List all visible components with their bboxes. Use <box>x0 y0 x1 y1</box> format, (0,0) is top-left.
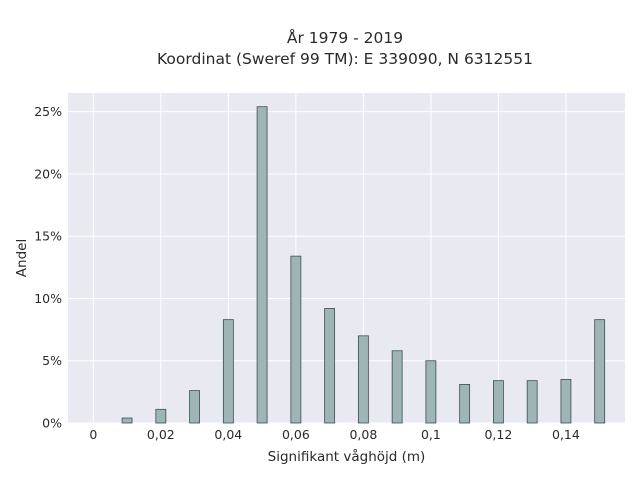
bar <box>290 255 302 424</box>
bar <box>256 106 268 424</box>
x-tick-label: 0 <box>89 427 97 442</box>
bar <box>222 319 234 424</box>
bar <box>425 360 437 424</box>
bar <box>526 380 538 424</box>
bar <box>155 408 167 424</box>
bar <box>391 350 403 424</box>
bar <box>459 383 471 424</box>
y-tick-label: 25% <box>34 104 62 119</box>
y-axis-label: Andel <box>14 239 30 277</box>
plot-area <box>68 93 625 423</box>
x-tick-labels: 0 0,02 0,04 0,06 0,08 0,1 0,12 0,14 <box>89 427 580 442</box>
x-tick-label: 0,1 <box>421 427 441 442</box>
y-tick-label: 5% <box>42 353 62 368</box>
bar <box>560 379 572 424</box>
x-tick-label: 0,08 <box>349 427 377 442</box>
y-tick-label: 0% <box>42 416 62 431</box>
chart-subtitle: Koordinat (Sweref 99 TM): E 339090, N 63… <box>157 50 533 68</box>
x-tick-label: 0,06 <box>282 427 310 442</box>
bar <box>493 380 504 424</box>
bar <box>357 335 369 424</box>
x-tick-label: 0,14 <box>552 427 580 442</box>
y-tick-label: 20% <box>34 166 62 181</box>
bars <box>121 106 606 424</box>
y-tick-label: 15% <box>34 229 62 244</box>
x-axis-label: Signifikant våghöjd (m) <box>268 448 426 465</box>
bar <box>594 319 606 424</box>
bar <box>324 308 336 424</box>
chart-title: År 1979 - 2019 <box>286 29 404 47</box>
y-tick-label: 10% <box>34 291 62 306</box>
chart-title-block: År 1979 - 2019 Koordinat (Sweref 99 TM):… <box>0 28 640 70</box>
x-tick-label: 0,04 <box>214 427 242 442</box>
y-tick-labels: 0% 5% 10% 15% 20% 25% <box>34 104 62 430</box>
x-tick-label: 0,12 <box>484 427 512 442</box>
x-tick-label: 0,02 <box>147 427 175 442</box>
bar <box>189 390 200 424</box>
bar <box>121 417 133 424</box>
